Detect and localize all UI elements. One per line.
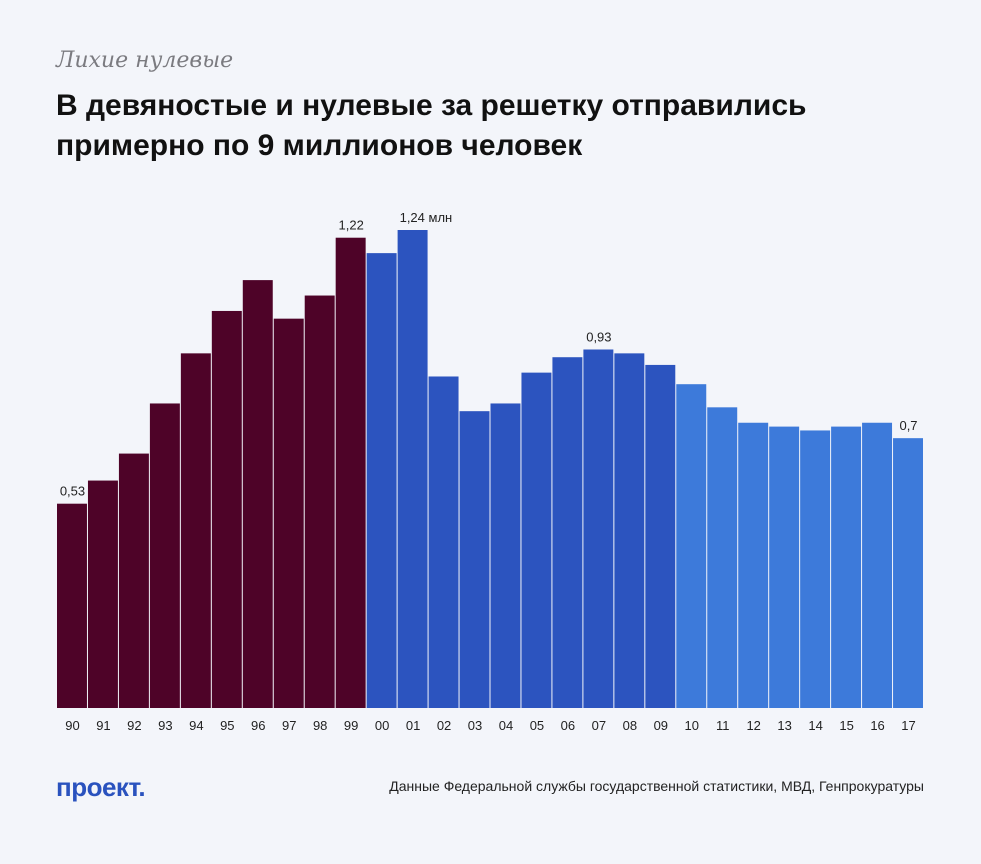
x-tick-label: 15 <box>839 718 853 733</box>
bar-94 <box>180 353 211 708</box>
x-tick-label: 08 <box>623 718 637 733</box>
data-label: 1,24 млн <box>400 210 453 225</box>
bar-16 <box>862 422 893 708</box>
bar-90 <box>57 503 87 708</box>
bar-98 <box>304 295 335 708</box>
x-tick-label: 98 <box>313 718 327 733</box>
bar-08 <box>614 353 645 708</box>
bar-92 <box>118 453 149 708</box>
x-tick-label: 09 <box>654 718 668 733</box>
x-tick-label: 00 <box>375 718 389 733</box>
data-label: 0,53 <box>60 484 85 499</box>
bar-93 <box>149 403 180 708</box>
bar-14 <box>800 430 831 708</box>
x-tick-label: 02 <box>437 718 451 733</box>
x-tick-label: 07 <box>592 718 606 733</box>
data-label: 0,93 <box>586 330 611 345</box>
bar-17 <box>893 438 923 708</box>
x-tick-label: 10 <box>685 718 699 733</box>
x-tick-label: 99 <box>344 718 358 733</box>
x-tick-label: 17 <box>901 718 915 733</box>
bar-10 <box>676 384 707 708</box>
x-tick-label: 05 <box>530 718 544 733</box>
data-label: 1,22 <box>339 218 364 233</box>
x-tick-label: 13 <box>777 718 791 733</box>
bar-07 <box>583 349 614 708</box>
x-tick-label: 06 <box>561 718 575 733</box>
bar-96 <box>242 280 273 708</box>
bar-04 <box>490 403 521 708</box>
bar-02 <box>428 376 459 708</box>
bar-03 <box>459 411 490 708</box>
x-tick-label: 14 <box>808 718 822 733</box>
bar-11 <box>707 407 738 708</box>
chart-kicker: Лихие нулевые <box>56 48 234 73</box>
bar-95 <box>211 310 242 708</box>
bar-05 <box>521 372 552 708</box>
bar-06 <box>552 357 583 708</box>
bar-97 <box>273 318 304 708</box>
x-tick-label: 90 <box>65 718 79 733</box>
x-tick-label: 92 <box>127 718 141 733</box>
chart-title: В девяностые и нулевые за решетку отправ… <box>56 89 807 162</box>
bar-15 <box>831 426 862 708</box>
x-tick-label: 03 <box>468 718 482 733</box>
bar-13 <box>769 426 800 708</box>
source-note: Данные Федеральной службы государственно… <box>389 778 924 794</box>
x-tick-label: 16 <box>870 718 884 733</box>
bar-09 <box>645 364 676 708</box>
data-label: 0,7 <box>899 418 917 433</box>
x-tick-label: 01 <box>406 718 420 733</box>
x-tick-label: 12 <box>746 718 760 733</box>
x-tick-label: 11 <box>716 718 730 733</box>
x-tick-label: 91 <box>96 718 110 733</box>
x-tick-label: 96 <box>251 718 265 733</box>
bar-91 <box>87 480 118 708</box>
bar-00 <box>366 253 397 708</box>
bar-01 <box>397 230 428 708</box>
x-tick-label: 97 <box>282 718 296 733</box>
bar-99 <box>335 237 366 709</box>
bar-12 <box>738 422 769 708</box>
x-tick-label: 94 <box>189 718 203 733</box>
proekt-logo: проект. <box>56 772 146 802</box>
x-tick-label: 04 <box>499 718 513 733</box>
x-tick-label: 95 <box>220 718 234 733</box>
x-tick-label: 93 <box>158 718 172 733</box>
